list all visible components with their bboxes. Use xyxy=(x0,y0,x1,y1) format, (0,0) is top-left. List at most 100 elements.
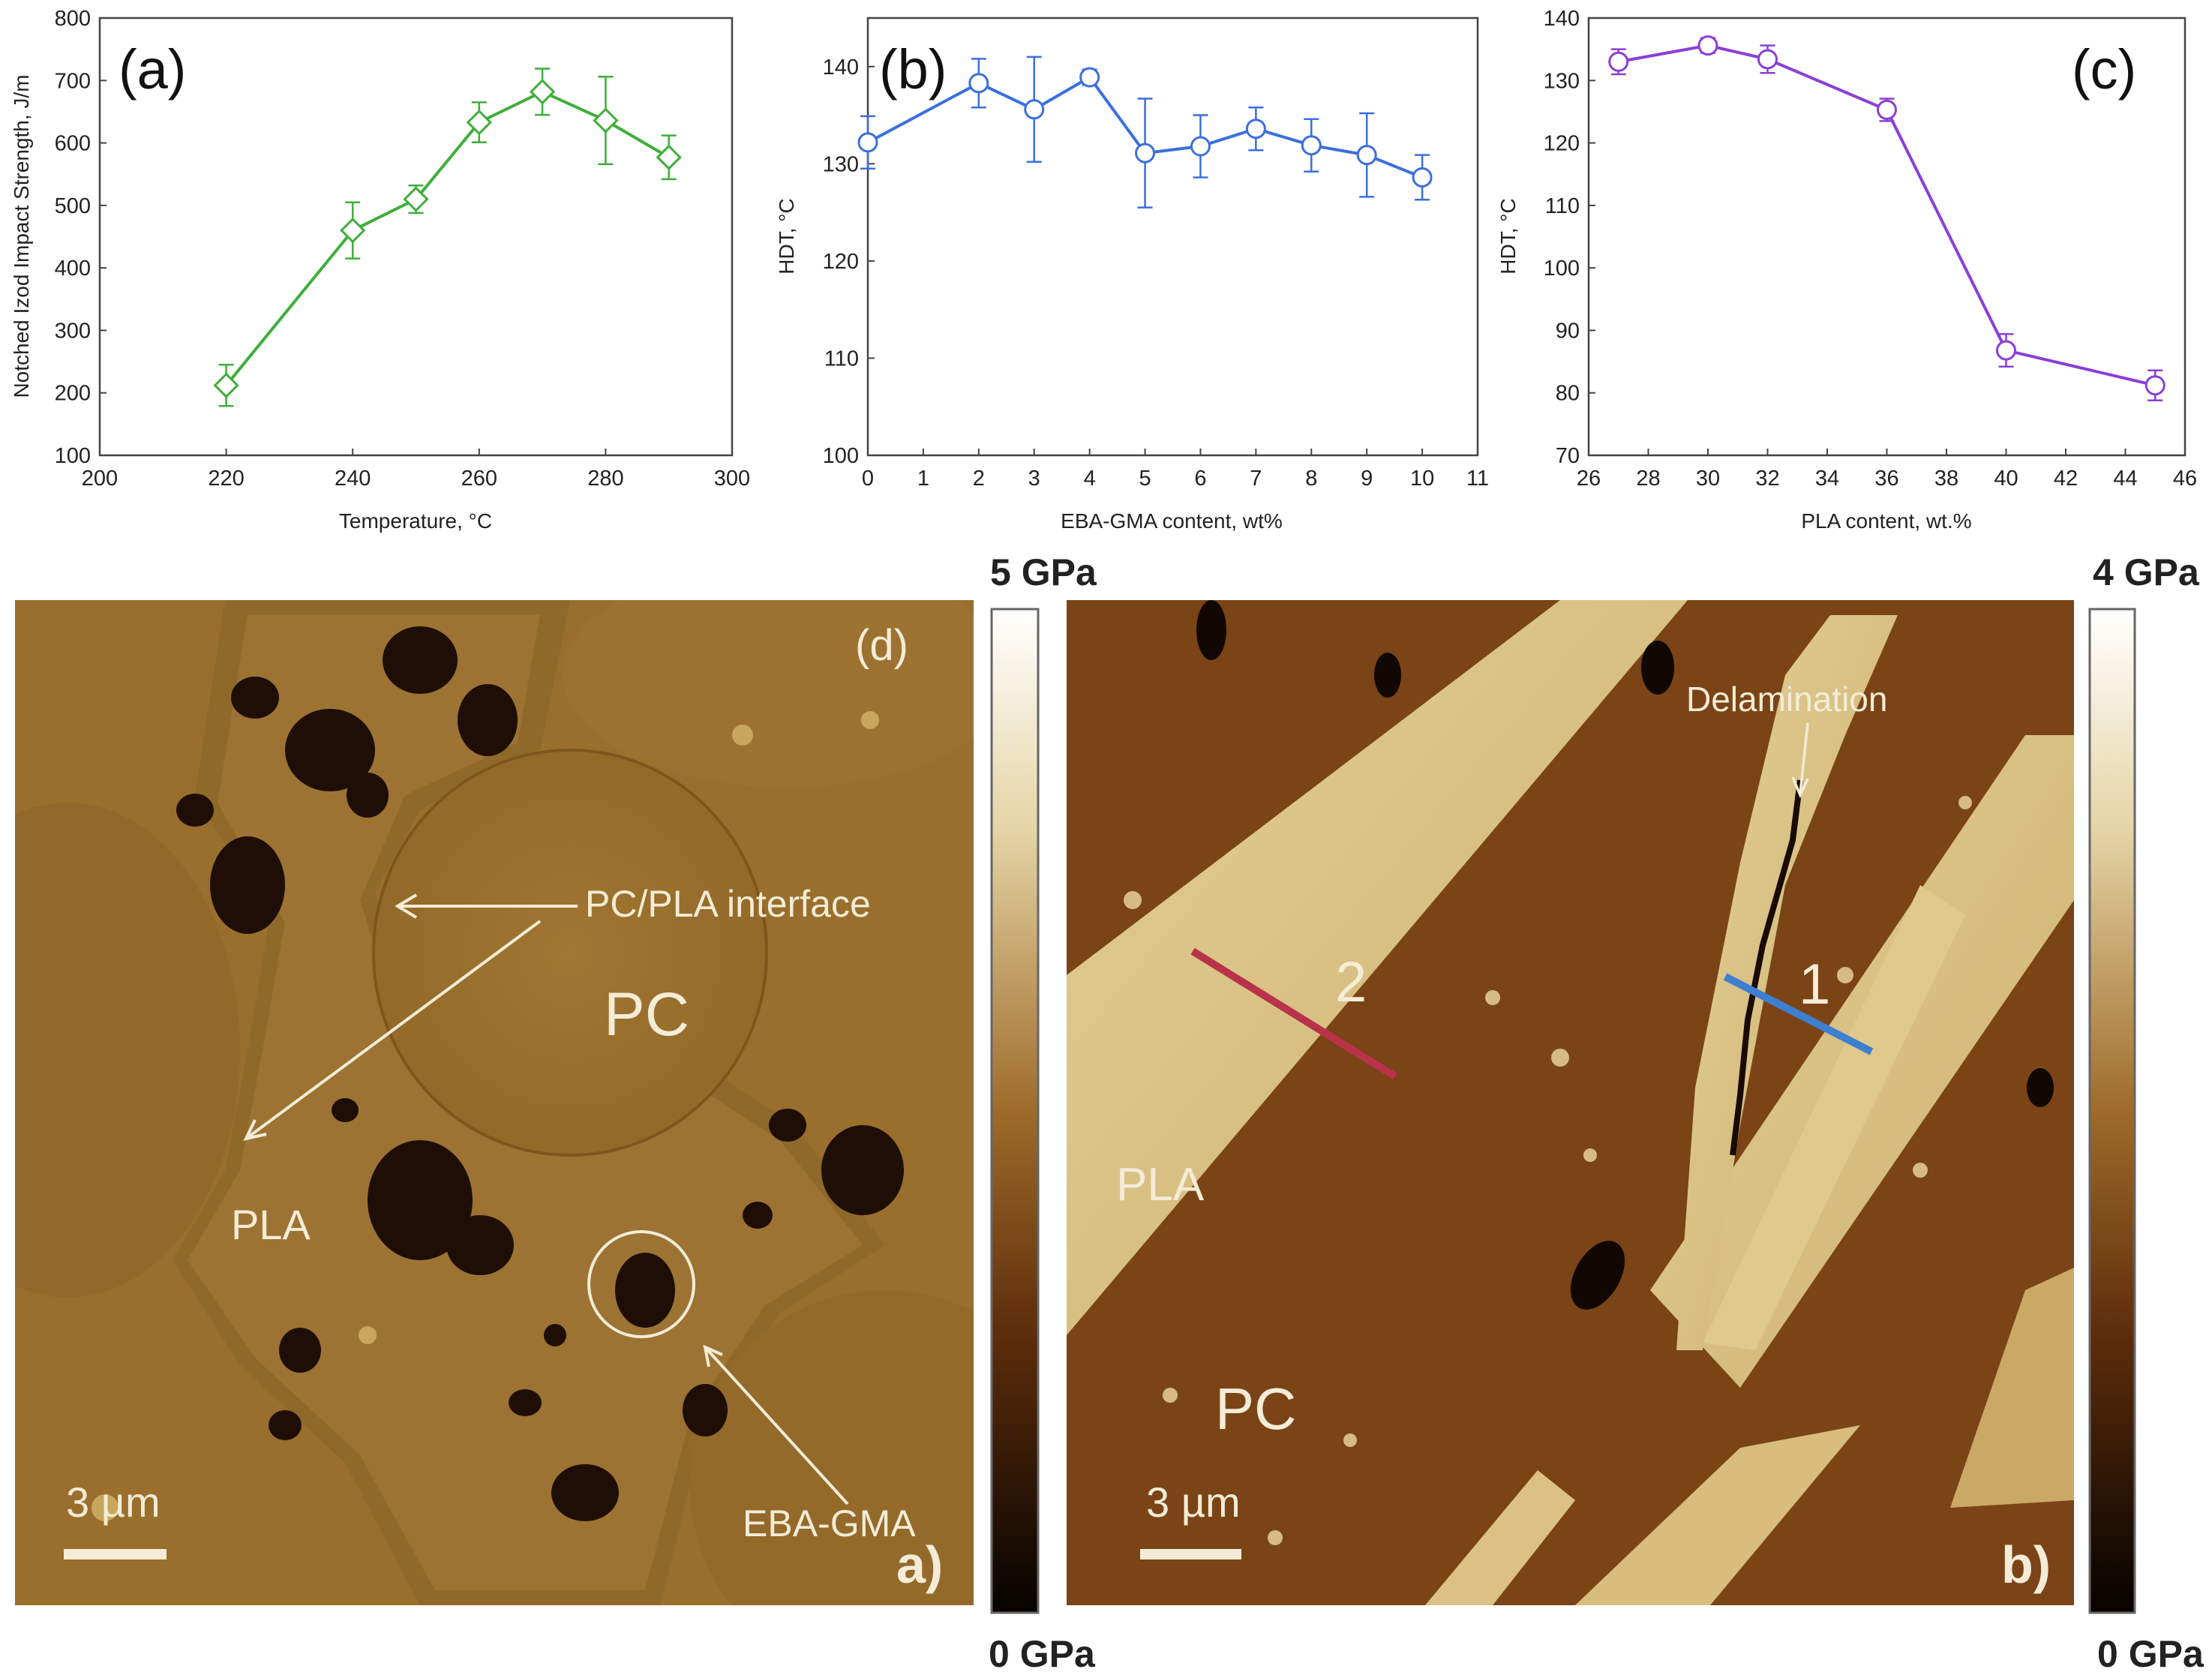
chart-b-ytick-label: 100 xyxy=(823,444,859,468)
panel-d-label: (d) xyxy=(855,621,908,670)
chart-b-xtick-label: 10 xyxy=(1410,467,1434,491)
colorbar-left-max: 5 GPa xyxy=(990,551,1097,593)
chart-a-xtick-label: 220 xyxy=(208,467,244,491)
chart-b-point xyxy=(857,132,878,153)
chart-b-ytick-label: 130 xyxy=(823,152,859,176)
chart-b-ylabel: HDT, °C xyxy=(775,198,798,274)
chart-b-xtick-label: 5 xyxy=(1139,467,1151,491)
chart-b-xtick-label: 4 xyxy=(1084,467,1096,491)
micrograph-right: Delamination 2 1 PLA PC 3 µm b) 4 GPa 0 … xyxy=(1067,551,2204,1675)
chart-b-ytick-label: 140 xyxy=(823,56,859,80)
measurement-line-2 xyxy=(1190,947,1397,1080)
colorbar-right-max: 4 GPa xyxy=(2093,551,2200,593)
chart-a-xlabel: Temperature, °C xyxy=(339,509,492,533)
pc-domain xyxy=(372,749,768,1157)
chart-c-point xyxy=(1608,51,1629,72)
chart-b-xtick-label: 0 xyxy=(862,467,874,491)
chart-b-xtick-label: 6 xyxy=(1194,467,1206,491)
pla-label-right: PLA xyxy=(1116,1159,1205,1211)
chart-b-ytick-label: 110 xyxy=(824,347,859,371)
chart-a-ytick-label: 400 xyxy=(55,257,91,281)
pc-domain-bottom xyxy=(690,1290,974,1605)
delamination-label: Delamination xyxy=(1686,680,1887,719)
chart-c-ytick-label: 90 xyxy=(1556,319,1580,343)
pla-label-left: PLA xyxy=(231,1201,311,1248)
chart-a-point xyxy=(213,372,239,398)
chart-a-xtick-label: 300 xyxy=(714,467,750,491)
chart-c-point xyxy=(1757,49,1778,70)
chart-c-ytick-label: 120 xyxy=(1544,132,1580,156)
chart-c-xtick-label: 28 xyxy=(1636,467,1660,491)
chart-c-xtick-label: 46 xyxy=(2173,467,2197,491)
chart-a-panel-label: (a) xyxy=(119,38,186,101)
pla-band-3 xyxy=(1676,615,1898,1350)
chart-a-ytick-label: 700 xyxy=(55,69,91,93)
chart-a-ylabel: Notched Izod Impact Strength, J/m xyxy=(10,74,33,398)
chart-c-xtick-label: 42 xyxy=(2054,467,2078,491)
chart-c-xtick-label: 26 xyxy=(1577,467,1601,491)
chart-b-point xyxy=(1024,99,1045,120)
chart-b-xtick-label: 11 xyxy=(1466,467,1489,491)
eba-gma-particles xyxy=(176,626,904,1521)
chart-c-ytick-label: 80 xyxy=(1556,382,1580,406)
chart-a-point xyxy=(403,186,429,212)
chart-c: (c) PLA content, wt.% HDT, °C 26 28 30 32 34… xyxy=(1496,7,2197,533)
chart-a-xtick-label: 240 xyxy=(335,467,371,491)
chart-c-xtick-label: 36 xyxy=(1874,467,1898,491)
chart-c-ytick-label: 140 xyxy=(1544,7,1580,31)
chart-b-xtick-label: 3 xyxy=(1028,467,1040,491)
chart-c-point xyxy=(2144,375,2165,396)
colorbar-left xyxy=(990,608,1040,1614)
chart-c-xtick-label: 34 xyxy=(1815,467,1839,491)
chart-b-point xyxy=(1079,67,1100,88)
delamination-crack xyxy=(1730,779,1803,1156)
chart-c-xlabel: PLA content, wt.% xyxy=(1801,509,1971,533)
chart-c-ytick-label: 110 xyxy=(1545,194,1580,218)
chart-a-xtick-label: 200 xyxy=(82,467,118,491)
chart-a-point xyxy=(529,79,556,105)
chart-b-panel-label: (b) xyxy=(879,38,947,101)
chart-c-ylabel: HDT, °C xyxy=(1496,198,1520,274)
chart-a-point xyxy=(656,144,682,170)
chart-c-xtick-label: 40 xyxy=(1994,467,2018,491)
chart-a-point xyxy=(466,109,492,136)
chart-b-xtick-label: 8 xyxy=(1305,467,1317,491)
corner-label-a: a) xyxy=(896,1535,943,1594)
chart-c-ytick-label: 130 xyxy=(1544,69,1580,93)
chart-c-ytick-label: 70 xyxy=(1556,444,1580,468)
chart-a-ytick-label: 300 xyxy=(55,319,91,343)
micrograph-right-image: Delamination 2 1 PLA PC 3 µm b) xyxy=(1067,600,2074,1605)
chart-a-ytick-label: 800 xyxy=(55,7,91,31)
colorbar-left-min: 0 GPa xyxy=(989,1633,1096,1675)
chart-c-panel-label: (c) xyxy=(2072,38,2136,101)
chart-c-point xyxy=(1697,35,1718,56)
chart-b-xtick-label: 2 xyxy=(973,467,985,491)
chart-c-xtick-label: 30 xyxy=(1696,467,1720,491)
chart-b-point xyxy=(1301,135,1322,156)
chart-a-point xyxy=(593,107,619,134)
chart-c-ytick-label: 100 xyxy=(1544,257,1580,281)
chart-c-series-line xyxy=(1618,44,2156,387)
chart-a-xtick-label: 280 xyxy=(587,467,623,491)
corner-label-b: b) xyxy=(2001,1535,2051,1594)
chart-b-xlabel: EBA-GMA content, wt% xyxy=(1061,509,1283,533)
eba-gma-label: EBA-GMA xyxy=(743,1502,916,1544)
chart-a-xtick-label: 260 xyxy=(461,467,497,491)
chart-b-point xyxy=(1135,143,1156,164)
chart-c-point xyxy=(1877,99,1897,120)
chart-b-point xyxy=(1245,119,1266,140)
chart-b-point xyxy=(1356,145,1377,166)
pc-label-left: PC xyxy=(604,980,689,1049)
chart-a: (a) Temperature, °C Notched Izod Impact … xyxy=(10,7,750,533)
measurement-line-1 xyxy=(1723,973,1874,1055)
micrograph-left-image: (d) PC/PLA interface PC PLA EBA-GMA 3 µm… xyxy=(15,600,974,1605)
chart-b: (b) EBA-GMA content, wt% HDT, °C 0 1 2 3 4 5 6… xyxy=(775,17,1489,533)
chart-a-frame xyxy=(98,17,734,457)
chart-a-ytick-label: 500 xyxy=(55,194,91,218)
chart-a-ytick-label: 100 xyxy=(55,444,91,468)
pc-domain-top xyxy=(563,600,974,788)
chart-b-xtick-label: 9 xyxy=(1361,467,1373,491)
scalebar-label-left: 3 µm xyxy=(66,1478,161,1526)
chart-c-xtick-label: 38 xyxy=(1934,467,1958,491)
